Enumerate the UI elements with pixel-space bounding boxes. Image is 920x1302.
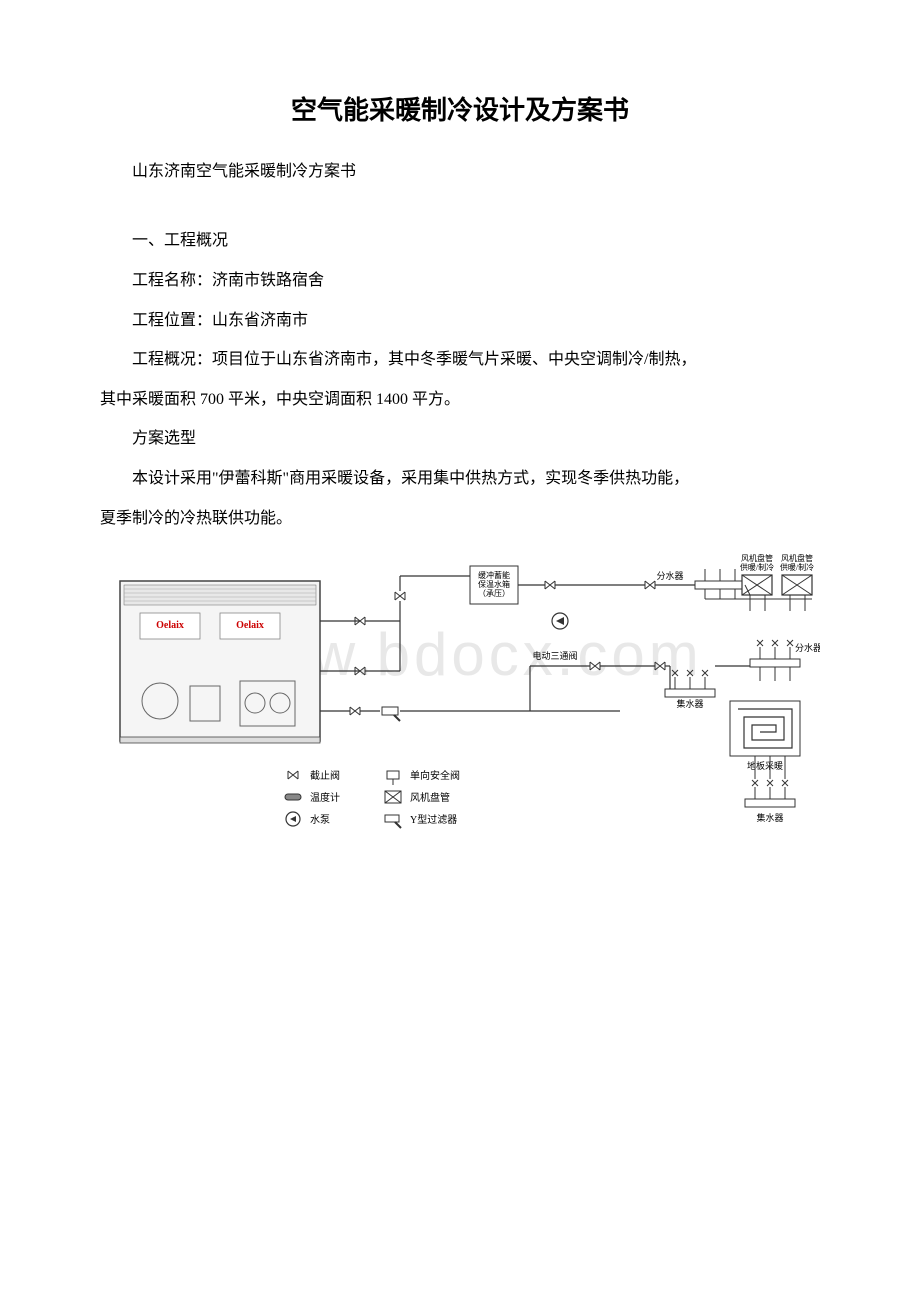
svg-text:Oelaix: Oelaix [156, 620, 184, 631]
svg-text:电动三通阀: 电动三通阀 [532, 650, 577, 661]
svg-text:水泵: 水泵 [310, 814, 330, 826]
svg-text:Y型过滤器: Y型过滤器 [410, 813, 457, 826]
document-content: 空气能采暖制冷设计及方案书 山东济南空气能采暖制冷方案书 一、工程概况 工程名称… [100, 90, 820, 841]
svg-text:Oelaix: Oelaix [236, 620, 264, 631]
overview-line-2: 其中采暖面积 700 平米，中央空调面积 1400 平方。 [100, 387, 820, 413]
scheme-line-2: 夏季制冷的冷热联供功能。 [100, 506, 820, 532]
svg-text:风机盘管: 风机盘管 [410, 791, 450, 804]
svg-text:风机盘管: 风机盘管 [741, 553, 773, 563]
svg-text:分水器: 分水器 [795, 642, 820, 653]
overview-line-1: 工程概况：项目位于山东省济南市，其中冬季暖气片采暖、中央空调制冷/制热， [100, 347, 820, 373]
project-name: 工程名称：济南市铁路宿舍 [100, 268, 820, 294]
section-1-heading: 一、工程概况 [100, 226, 820, 250]
svg-text:缓冲蓄能: 缓冲蓄能 [478, 570, 510, 580]
document-subtitle: 山东济南空气能采暖制冷方案书 [100, 157, 820, 181]
svg-text:供暖/制冷: 供暖/制冷 [780, 562, 814, 572]
svg-text:（承压）: （承压） [478, 589, 510, 598]
svg-text:保温水箱: 保温水箱 [478, 579, 510, 589]
svg-text:集水器: 集水器 [756, 812, 783, 823]
project-location: 工程位置：山东省济南市 [100, 308, 820, 334]
svg-text:供暖/制冷: 供暖/制冷 [740, 562, 774, 572]
scheme-heading: 方案选型 [100, 426, 820, 452]
svg-text:截止阀: 截止阀 [310, 769, 340, 782]
svg-text:风机盘管: 风机盘管 [781, 553, 813, 563]
svg-text:分水器: 分水器 [656, 570, 683, 581]
svg-text:集水器: 集水器 [676, 698, 703, 709]
svg-text:单向安全阀: 单向安全阀 [410, 769, 460, 782]
svg-text:地板采暖: 地板采暖 [747, 760, 783, 771]
system-diagram: Oelaix Oelaix 缓冲蓄能 保温水箱 （承压） [100, 551, 820, 841]
svg-text:温度计: 温度计 [310, 791, 340, 804]
scheme-line-1: 本设计采用"伊蕾科斯"商用采暖设备，采用集中供热方式，实现冬季供热功能， [100, 466, 820, 492]
document-title: 空气能采暖制冷设计及方案书 [100, 90, 820, 127]
